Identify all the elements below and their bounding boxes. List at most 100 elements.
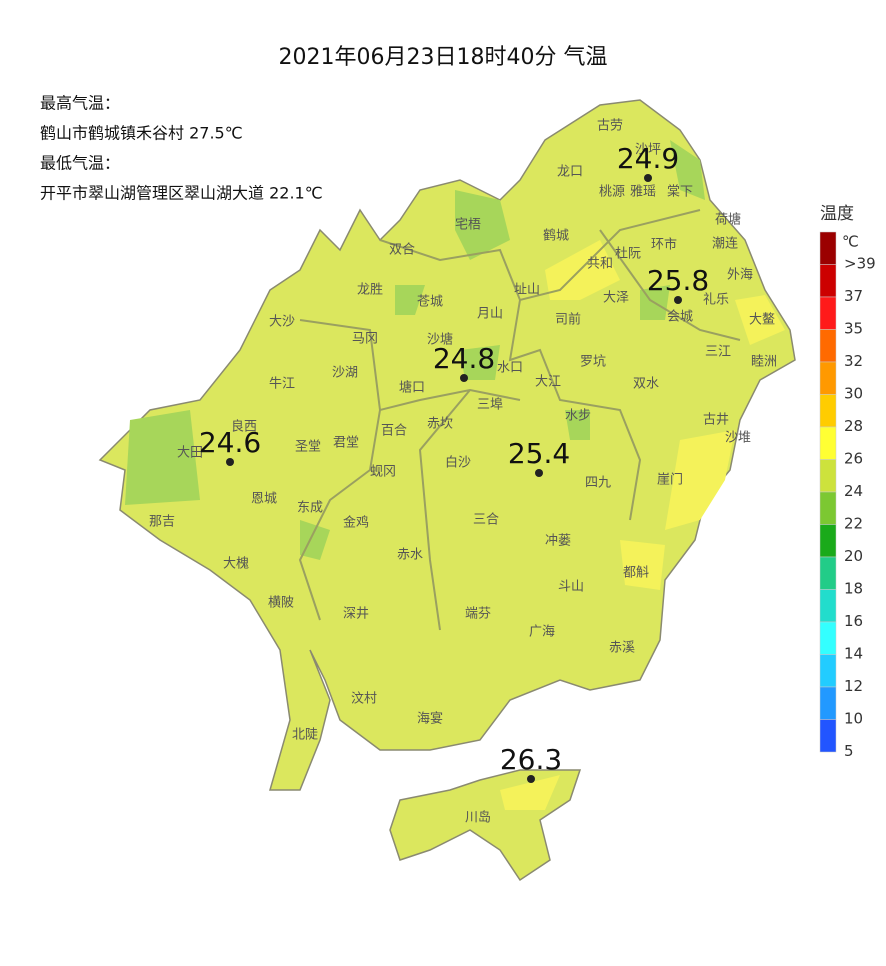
station-dot [535, 469, 543, 477]
town-label: 赤水 [397, 548, 423, 563]
legend-swatch [819, 296, 837, 330]
legend-label: 24 [844, 482, 863, 500]
town-label: 大沙 [269, 315, 295, 330]
legend-swatch [819, 556, 837, 590]
legend-label: 30 [844, 385, 863, 403]
town-label: 蚬冈 [370, 465, 396, 480]
town-label: 圣堂 [295, 440, 321, 455]
town-label: 龙胜 [357, 283, 383, 298]
town-label: 水口 [497, 361, 523, 376]
legend-label: 12 [844, 677, 863, 695]
stat-line: 最高气温： [40, 94, 120, 113]
town-label: 杜阮 [615, 247, 641, 262]
town-label: 会城 [667, 310, 693, 325]
town-label: 塘口 [399, 380, 425, 396]
town-label: 崖门 [657, 473, 683, 488]
stats: 最高气温： 鹤山市鹤城镇禾谷村 27.5℃ 最低气温： 开平市翠山湖管理区翠山湖大道 … [40, 94, 323, 203]
town-label: 三合 [473, 513, 499, 528]
town-label: 东成 [297, 501, 323, 516]
town-label: 大田 [177, 446, 203, 461]
legend-label: 14 [844, 645, 863, 663]
station-dot [644, 174, 652, 182]
town-label: 沙湖 [332, 366, 358, 381]
town-label: 双合 [389, 243, 415, 258]
station-value: 26.3 [500, 743, 562, 776]
town-label: 良西 [231, 419, 257, 435]
town-label: 双水 [633, 377, 659, 392]
town-label: 赤溪 [609, 641, 635, 656]
town-label: 海宴 [417, 711, 443, 727]
town-label: 环市 [651, 237, 677, 253]
legend-label: 16 [844, 612, 863, 630]
town-label: 三埠 [477, 398, 503, 413]
town-label: 深井 [343, 607, 369, 622]
town-label: 沙堆 [725, 431, 751, 446]
town-label: 罗坑 [580, 355, 606, 370]
town-label: 恩城 [251, 492, 277, 507]
town-label: 月山 [477, 307, 503, 322]
town-label: 君堂 [333, 436, 359, 451]
town-label: 沙塘 [427, 332, 453, 348]
town-label: 水步 [565, 409, 591, 424]
town-label: 那吉 [149, 515, 175, 530]
station-value: 25.4 [508, 437, 570, 470]
legend-swatch [819, 686, 837, 720]
town-label: 棠下 [667, 185, 693, 200]
stat-line: 最低气温： [40, 154, 120, 173]
title: 2021年06月23日18时40分 气温 [279, 45, 608, 70]
town-label: 三江 [705, 345, 731, 360]
town-label: 古劳 [597, 118, 623, 134]
station-value: 25.8 [647, 264, 709, 297]
town-label: 百合 [381, 424, 407, 439]
district-borders [298, 209, 741, 631]
town-label: 荷塘 [715, 212, 741, 228]
town-label: 共和 [587, 257, 613, 272]
town-label: 雅瑶 [630, 185, 656, 200]
legend-swatch [819, 426, 837, 460]
legend-swatch [819, 264, 837, 298]
station-dot [674, 296, 682, 304]
legend-label: 28 [844, 417, 863, 435]
town-label: 冲蒌 [545, 534, 571, 549]
town-label: 斗山 [558, 580, 584, 595]
town-label: 宅梧 [455, 218, 481, 233]
legend-label: 20 [844, 547, 863, 565]
legend-label: 35 [844, 320, 863, 338]
legend-label: 32 [844, 352, 863, 370]
mainland [98, 99, 796, 791]
legend-swatch [819, 329, 837, 363]
town-label: 白沙 [445, 455, 471, 471]
legend: 温度 ℃ >39 37 35 32 30 28 26 24 22 20 18 16 14 12 10 5 [819, 204, 876, 760]
town-label: 大泽 [603, 291, 629, 306]
town-label: 横陂 [268, 595, 294, 611]
town-label: 大鳌 [749, 312, 775, 328]
legend-swatch [819, 361, 837, 395]
town-label: 赤坎 [427, 417, 453, 432]
town-label: 苍城 [417, 295, 443, 310]
town-label: 广海 [529, 625, 555, 640]
town-label: 桃源 [599, 185, 625, 200]
legend-label: 26 [844, 450, 863, 468]
station-value: 24.8 [433, 342, 495, 375]
town-label: 都斛 [623, 566, 649, 581]
station-dot [527, 775, 535, 783]
town-label: 潮连 [712, 236, 738, 252]
town-label: 鹤城 [543, 228, 569, 244]
legend-label: 10 [844, 710, 863, 728]
legend-label: 22 [844, 515, 863, 533]
legend-label: 5 [844, 742, 854, 760]
town-label: 礼乐 [703, 292, 729, 308]
legend-swatch [819, 719, 837, 753]
legend-unit: ℃ [842, 233, 859, 251]
legend-swatch [819, 654, 837, 688]
town-label: 马冈 [352, 332, 378, 347]
town-label: 大槐 [223, 556, 249, 572]
town-label: 龙口 [557, 165, 583, 180]
town-label: 汶村 [351, 691, 377, 707]
town-label: 北陡 [292, 728, 318, 743]
town-label: 址山 [514, 283, 540, 298]
town-label: 司前 [555, 312, 581, 328]
